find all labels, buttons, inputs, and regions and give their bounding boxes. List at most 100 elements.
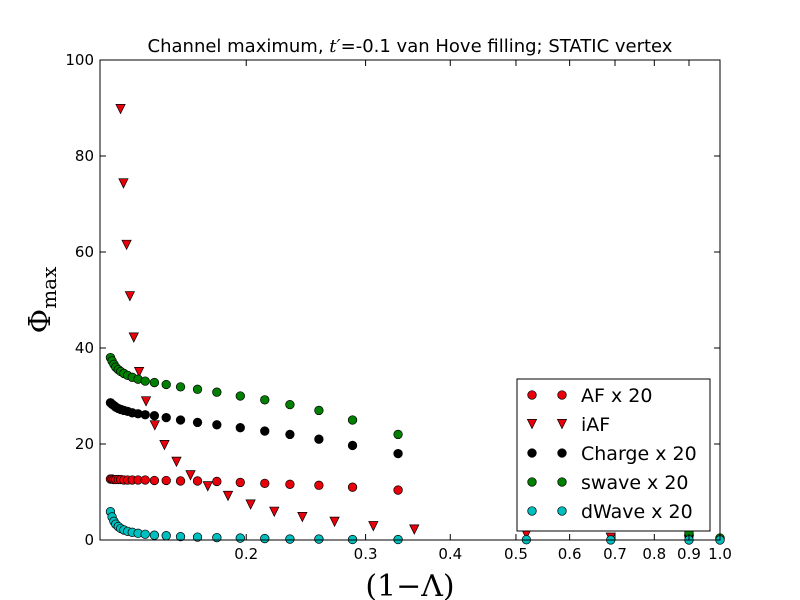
x-tick-label: 0.6 xyxy=(558,545,582,563)
legend-item: AF x 20 xyxy=(527,385,652,407)
data-point xyxy=(185,470,196,481)
x-axis-label: (1−Λ) xyxy=(365,569,454,600)
data-point xyxy=(192,476,203,486)
svg-text:Φmax: Φmax xyxy=(23,266,61,333)
y-axis-label-main: Φ xyxy=(23,309,58,334)
y-tick-label: 40 xyxy=(75,339,94,357)
data-point xyxy=(260,533,270,544)
data-point xyxy=(285,399,295,410)
data-point xyxy=(235,533,245,543)
legend-marker xyxy=(527,448,537,458)
y-axis-label-sub: max xyxy=(37,266,61,309)
data-point xyxy=(115,104,126,115)
data-point xyxy=(245,499,256,510)
x-tick-label: 0.9 xyxy=(677,545,701,563)
x-tick-label: 0.2 xyxy=(234,545,258,563)
plot-frame xyxy=(99,59,721,541)
y-tick-label: 60 xyxy=(75,243,94,261)
legend-marker xyxy=(557,390,567,400)
legend-marker xyxy=(557,506,567,516)
y-tick-label: 20 xyxy=(75,435,94,453)
data-point xyxy=(192,417,203,428)
y-axis: 0 20 40 60 80 100 xyxy=(65,51,720,549)
data-point xyxy=(393,429,403,440)
legend-marker xyxy=(527,477,537,487)
legend-marker xyxy=(556,419,568,430)
data-point xyxy=(212,476,222,487)
legend-label: AF x 20 xyxy=(581,385,652,407)
x-tick-label: 0.3 xyxy=(354,545,378,563)
legend-box xyxy=(516,378,711,532)
data-point xyxy=(329,516,340,528)
data-point xyxy=(161,475,171,486)
data-point xyxy=(235,423,245,433)
data-point xyxy=(161,531,171,541)
legend-marker xyxy=(527,506,537,516)
legend-label: dWave x 20 xyxy=(581,501,693,523)
data-point xyxy=(192,384,203,394)
data-point xyxy=(140,475,150,485)
y-tick-label: 100 xyxy=(65,51,94,69)
y-tick-label: 80 xyxy=(75,147,94,165)
data-point xyxy=(235,477,245,488)
data-point xyxy=(285,534,295,544)
legend-item: iAF xyxy=(526,414,610,436)
chart-title: Channel maximum, t′=-0.1 van Hove fillin… xyxy=(148,36,673,57)
data-point xyxy=(222,490,234,502)
data-point xyxy=(149,377,160,388)
data-point xyxy=(347,482,358,492)
data-point xyxy=(149,530,160,540)
data-point xyxy=(161,379,171,390)
data-point xyxy=(171,456,182,468)
data-point xyxy=(175,415,186,425)
data-point xyxy=(118,178,129,189)
legend-label: swave x 20 xyxy=(581,472,689,494)
data-point xyxy=(212,387,222,397)
data-point xyxy=(314,405,324,416)
data-point xyxy=(285,479,295,489)
data-point xyxy=(314,534,324,544)
legend-marker xyxy=(557,448,567,458)
data-point xyxy=(260,426,270,436)
x-axis: 0.2 0.3 0.4 0.5 0.6 0.7 0.8 0.9 1.0 xyxy=(234,60,732,563)
data-point xyxy=(314,480,324,490)
data-point xyxy=(161,412,171,423)
data-point xyxy=(140,376,150,386)
data-point xyxy=(149,475,160,486)
data-point xyxy=(192,532,203,542)
x-tick-label: 0.5 xyxy=(504,545,528,563)
data-point xyxy=(133,367,145,378)
data-point xyxy=(175,476,186,486)
legend-marker xyxy=(557,477,567,487)
data-point xyxy=(175,531,186,542)
data-point xyxy=(368,521,379,532)
data-point xyxy=(297,512,308,523)
legend-label: Charge x 20 xyxy=(581,443,697,465)
data-point xyxy=(124,291,136,302)
x-tick-label: 0.8 xyxy=(642,545,666,563)
data-point xyxy=(347,415,358,425)
data-point xyxy=(235,391,245,401)
x-tick-label: 0.7 xyxy=(603,545,627,563)
y-tick-label: 0 xyxy=(84,531,94,549)
legend-marker xyxy=(526,419,538,430)
data-point xyxy=(121,239,132,251)
data-point xyxy=(314,434,324,444)
data-point xyxy=(175,382,186,392)
data-point xyxy=(347,440,358,451)
x-tick-label: 0.4 xyxy=(438,545,462,563)
y-axis-label: Φmax xyxy=(23,266,61,333)
data-point xyxy=(140,410,150,420)
data-point xyxy=(393,448,403,459)
data-point xyxy=(140,396,152,407)
legend-item: Charge x 20 xyxy=(527,443,697,465)
data-point xyxy=(269,506,280,518)
x-tick-label: 1.0 xyxy=(708,545,732,563)
data-point xyxy=(202,481,213,492)
data-point xyxy=(260,478,270,489)
data-point xyxy=(409,524,420,535)
data-point xyxy=(149,420,160,431)
legend-label: iAF xyxy=(581,414,610,436)
data-point xyxy=(393,485,403,495)
